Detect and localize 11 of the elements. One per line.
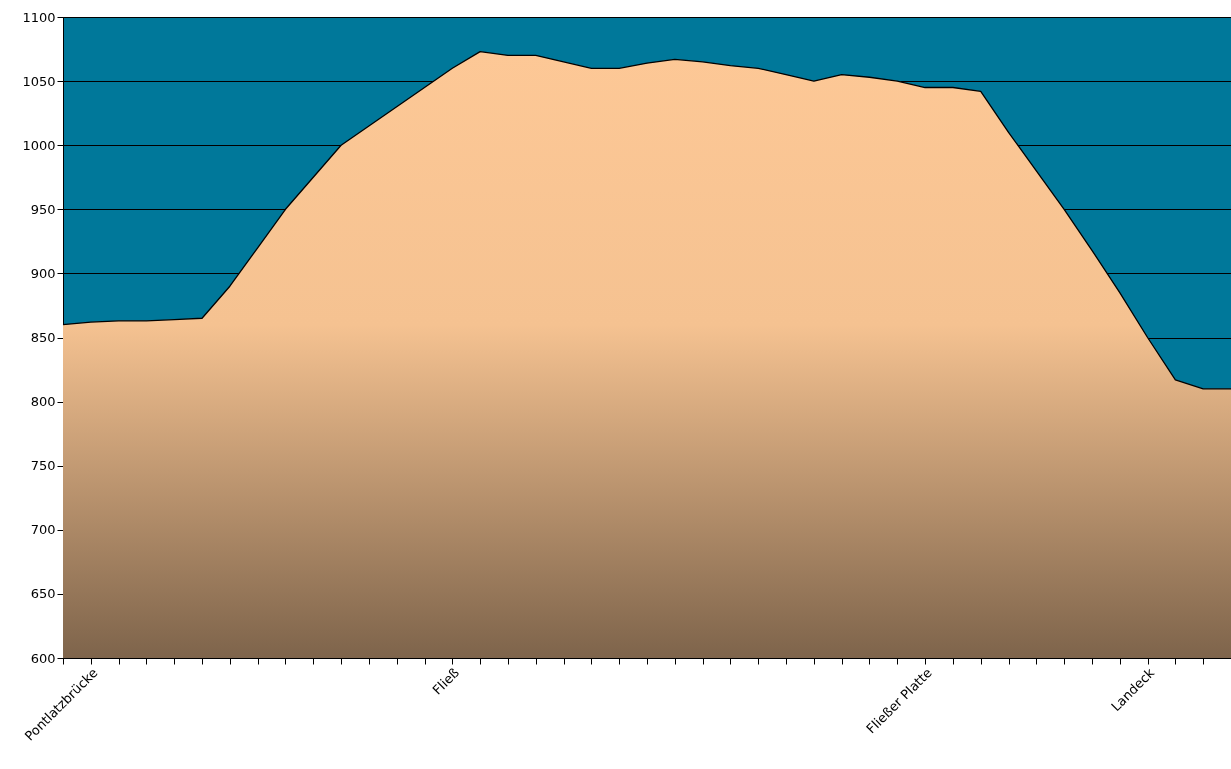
y-tick-label: 1000: [22, 137, 56, 153]
y-tick-label: 1100: [22, 9, 56, 25]
y-tick-label: 600: [30, 650, 56, 666]
y-tick-label: 650: [30, 586, 56, 602]
y-tick-label: 750: [30, 458, 56, 474]
y-tick-label: 850: [30, 330, 56, 345]
y-tick-label: 900: [30, 265, 56, 281]
y-tick-label: 1050: [22, 73, 56, 89]
y-tick-label: 700: [30, 522, 56, 538]
y-tick-label: 800: [30, 394, 56, 410]
y-tick-label: 950: [30, 201, 56, 217]
